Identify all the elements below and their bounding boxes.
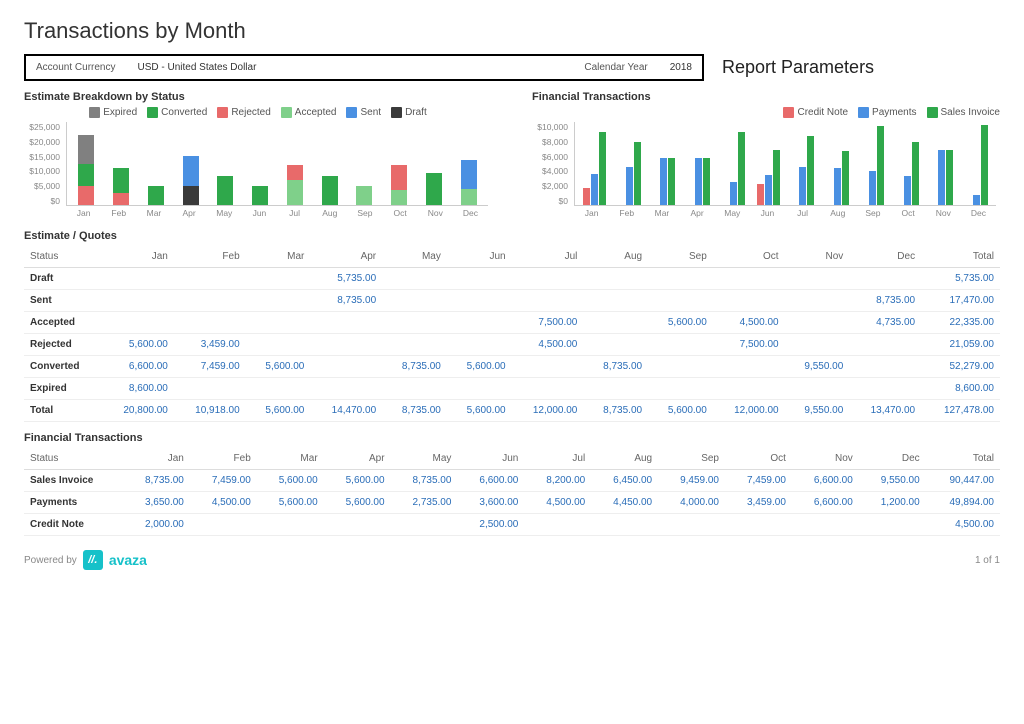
bar-group: [461, 160, 477, 205]
bar-group: [183, 156, 199, 205]
legend-item: Payments: [858, 107, 916, 118]
table-header: Jun: [457, 448, 524, 470]
table-header: Dec: [859, 448, 926, 470]
table-header: Mar: [246, 246, 311, 268]
table-row: Payments3,650.004,500.005,600.005,600.00…: [24, 492, 1000, 514]
table-header: Feb: [190, 448, 257, 470]
table-row: Draft5,735.005,735.00: [24, 268, 1000, 290]
bar-group: [287, 165, 303, 205]
legend-item: Credit Note: [783, 107, 848, 118]
bar-group: [356, 186, 372, 205]
bar-group: [618, 142, 641, 205]
table-header: Apr: [324, 448, 391, 470]
legend-item: Expired: [89, 107, 137, 118]
table-header: Jan: [123, 448, 190, 470]
bar-group: [722, 132, 745, 205]
year-label: Calendar Year: [584, 62, 647, 73]
table-row: Rejected5,600.003,459.004,500.007,500.00…: [24, 334, 1000, 356]
table-header: May: [391, 448, 458, 470]
table-row: Sent8,735.008,735.0017,470.00: [24, 290, 1000, 312]
table-header: Total: [921, 246, 1000, 268]
financial-transactions-table: StatusJanFebMarAprMayJunJulAugSepOctNovD…: [24, 448, 1000, 536]
bar-group: [426, 173, 442, 205]
table-header: Jun: [447, 246, 512, 268]
currency-label: Account Currency: [36, 62, 115, 73]
table-header: Aug: [591, 448, 658, 470]
table2-title: Financial Transactions: [24, 432, 1000, 444]
table-row: Accepted7,500.005,600.004,500.004,735.00…: [24, 312, 1000, 334]
table-header: Jan: [102, 246, 174, 268]
year-value: 2018: [670, 62, 692, 73]
table-header: Status: [24, 448, 123, 470]
table-header: Jul: [512, 246, 584, 268]
table1-title: Estimate / Quotes: [24, 230, 1000, 242]
page-indicator: 1 of 1: [975, 555, 1000, 566]
bar-group: [826, 151, 849, 205]
bar-group: [148, 186, 164, 205]
table-header: Nov: [792, 448, 859, 470]
bar-group: [965, 125, 988, 205]
report-parameters-heading: Report Parameters: [722, 57, 874, 78]
powered-by: Powered by //. avaza: [24, 550, 147, 570]
bar-group: [757, 150, 780, 205]
legend-item: Rejected: [217, 107, 270, 118]
bar-group: [583, 132, 606, 205]
table-header: Oct: [725, 448, 792, 470]
table-header: Jul: [524, 448, 591, 470]
table-header: Sep: [648, 246, 713, 268]
table-header: Dec: [849, 246, 921, 268]
chart-title: Financial Transactions: [532, 91, 1000, 103]
table-header: Oct: [713, 246, 785, 268]
powered-by-label: Powered by: [24, 555, 77, 566]
bar-group: [896, 142, 919, 205]
page-title: Transactions by Month: [24, 18, 1000, 44]
bar-group: [791, 136, 814, 205]
table-header: Total: [926, 448, 1000, 470]
table-row: Credit Note2,000.002,500.004,500.00: [24, 514, 1000, 536]
bar-group: [78, 135, 94, 205]
bar-group: [391, 165, 407, 205]
financial-transactions-chart: Financial Transactions Credit Note Paymen…: [532, 91, 1000, 222]
legend-item: Draft: [391, 107, 427, 118]
bar-group: [252, 186, 268, 205]
brand-icon: //.: [83, 550, 103, 570]
table-header: Nov: [785, 246, 850, 268]
table-header: Sep: [658, 448, 725, 470]
bar-group: [113, 168, 129, 205]
table-header: May: [382, 246, 447, 268]
legend-item: Converted: [147, 107, 207, 118]
table-header: Feb: [174, 246, 246, 268]
currency-value: USD - United States Dollar: [137, 62, 256, 73]
bar-group: [322, 176, 338, 205]
legend-item: Sales Invoice: [927, 107, 1000, 118]
legend-item: Accepted: [281, 107, 337, 118]
table-header: Mar: [257, 448, 324, 470]
brand-name: avaza: [109, 552, 147, 568]
table-header: Status: [24, 246, 102, 268]
table-row: Total20,800.0010,918.005,600.0014,470.00…: [24, 400, 1000, 422]
legend-item: Sent: [346, 107, 381, 118]
bar-group: [687, 158, 710, 205]
table-row: Sales Invoice8,735.007,459.005,600.005,6…: [24, 470, 1000, 492]
bar-group: [861, 126, 884, 205]
bar-group: [652, 158, 675, 205]
table-header: Apr: [310, 246, 382, 268]
estimate-quotes-table: StatusJanFebMarAprMayJunJulAugSepOctNovD…: [24, 246, 1000, 422]
bar-group: [217, 176, 233, 205]
estimate-breakdown-chart: Estimate Breakdown by Status Expired Conv…: [24, 91, 492, 222]
table-row: Converted6,600.007,459.005,600.008,735.0…: [24, 356, 1000, 378]
bar-group: [930, 150, 953, 205]
table-row: Expired8,600.008,600.00: [24, 378, 1000, 400]
table-header: Aug: [583, 246, 648, 268]
chart-title: Estimate Breakdown by Status: [24, 91, 492, 103]
param-box: Account Currency USD - United States Dol…: [24, 54, 704, 81]
